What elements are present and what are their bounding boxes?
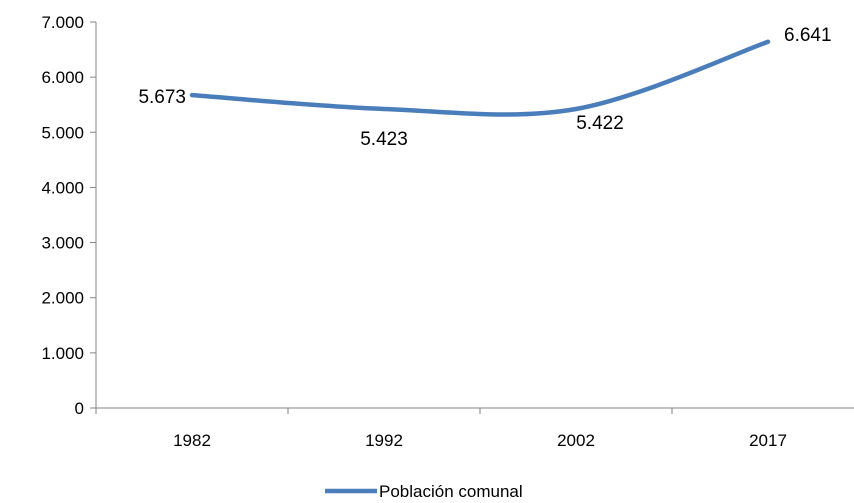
y-tick-label: 6.000 [41, 68, 84, 87]
data-label: 5.423 [360, 129, 408, 150]
x-tick-label: 1992 [365, 431, 403, 450]
y-tick-label: 4.000 [41, 178, 84, 197]
y-tick-label: 5.000 [41, 123, 84, 142]
x-tick-label: 2017 [749, 431, 787, 450]
y-tick-label: 3.000 [41, 234, 84, 253]
y-tick-label: 1.000 [41, 344, 84, 363]
y-tick-label: 2.000 [41, 289, 84, 308]
data-labels: 5.673 5.423 5.422 6.641 [138, 25, 831, 150]
y-tick-label: 7.000 [41, 13, 84, 32]
legend: Población comunal [325, 482, 523, 501]
series-group [189, 39, 771, 117]
data-label: 5.673 [138, 87, 186, 108]
series-line [189, 39, 771, 117]
y-tick-label: 0 [75, 399, 84, 418]
x-tick-label: 1982 [173, 431, 211, 450]
x-ticks: 1982 1992 2002 2017 [95, 408, 787, 450]
x-tick-label: 2002 [557, 431, 595, 450]
legend-label: Población comunal [379, 482, 523, 501]
data-label: 5.422 [576, 113, 624, 134]
data-label: 6.641 [784, 25, 832, 46]
y-ticks: 0 1.000 2.000 3.000 4.000 5.000 6.000 7.000 [41, 13, 96, 418]
chart-axes [95, 22, 854, 409]
